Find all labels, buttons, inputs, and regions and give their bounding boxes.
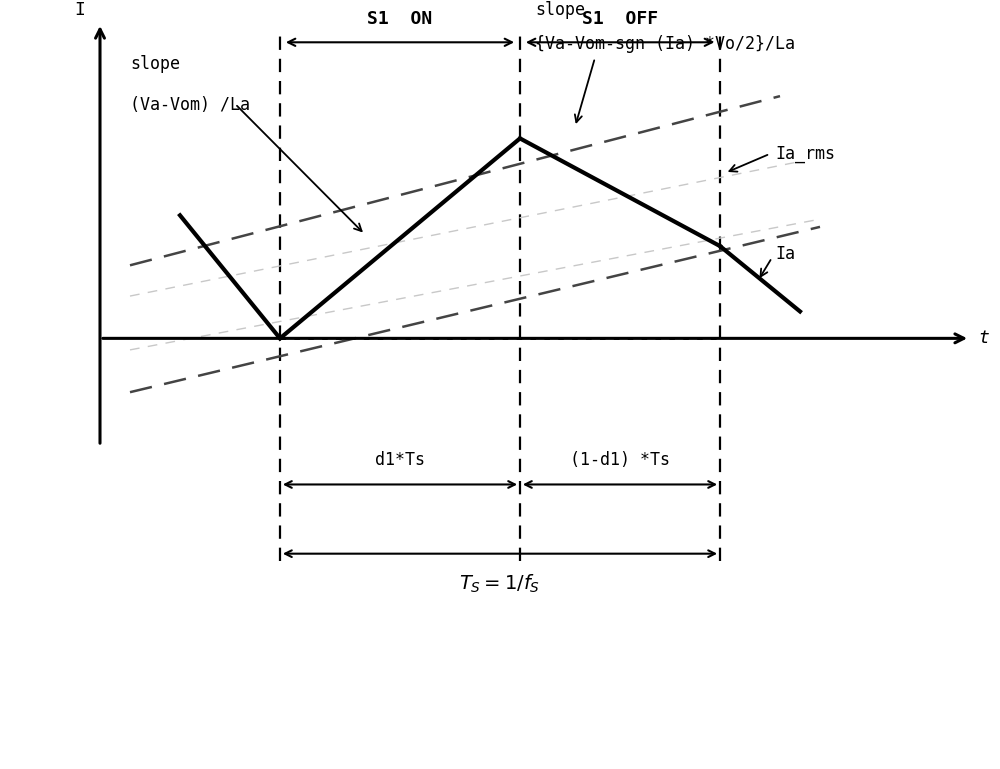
Text: slope: slope xyxy=(535,2,585,19)
Text: d1*Ts: d1*Ts xyxy=(375,451,425,469)
Text: t: t xyxy=(978,329,989,348)
Text: (Va-Vom) /La: (Va-Vom) /La xyxy=(130,96,250,114)
Text: Ia: Ia xyxy=(775,245,795,263)
Text: slope: slope xyxy=(130,55,180,73)
Text: S1  OFF: S1 OFF xyxy=(582,11,658,28)
Text: {Va-Vom-sgn (Ia) *Vo/2}/La: {Va-Vom-sgn (Ia) *Vo/2}/La xyxy=(535,35,795,52)
Text: (1-d1) *Ts: (1-d1) *Ts xyxy=(570,451,670,469)
Text: Ia_rms: Ia_rms xyxy=(775,145,835,163)
Text: I: I xyxy=(75,2,85,19)
Text: S1  ON: S1 ON xyxy=(367,11,433,28)
Text: $T_S = 1/f_S$: $T_S = 1/f_S$ xyxy=(459,573,541,595)
